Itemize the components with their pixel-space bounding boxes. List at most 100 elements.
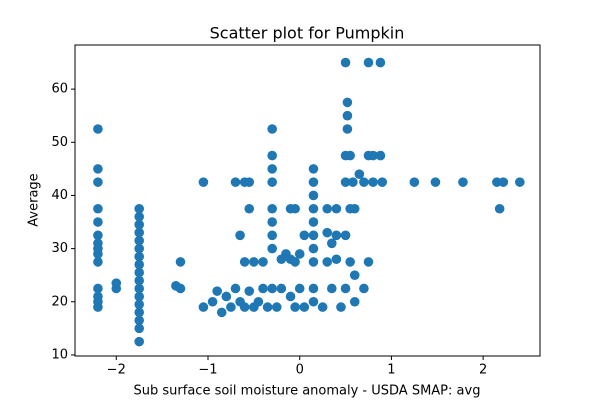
point: [377, 177, 388, 187]
point: [294, 249, 305, 259]
point: [336, 302, 346, 312]
point: [294, 283, 305, 294]
y-tick-label: 30: [51, 241, 68, 256]
point: [244, 177, 255, 187]
x-axis-label: Sub surface soil moisture anomaly - USDA…: [134, 384, 481, 399]
point: [308, 190, 319, 201]
point: [299, 230, 310, 241]
point: [134, 251, 145, 262]
point: [267, 203, 277, 214]
point: [134, 227, 145, 238]
point: [230, 283, 241, 294]
y-tick-label: 20: [51, 294, 68, 309]
point: [308, 283, 319, 294]
point: [322, 257, 333, 267]
y-tick-label: 60: [51, 82, 68, 97]
point: [134, 275, 145, 286]
point: [253, 296, 264, 307]
point: [267, 124, 277, 134]
point: [134, 315, 145, 326]
point: [171, 281, 181, 291]
point: [375, 150, 386, 161]
point: [430, 177, 441, 187]
point: [331, 254, 342, 265]
point: [258, 257, 268, 267]
point: [354, 169, 365, 179]
point: [494, 203, 505, 214]
point: [331, 203, 342, 214]
point: [340, 230, 351, 241]
point: [409, 177, 420, 187]
point: [134, 219, 145, 230]
point: [348, 177, 358, 187]
point: [134, 211, 145, 222]
point: [349, 296, 360, 307]
point: [134, 283, 145, 294]
point: [290, 257, 300, 267]
point: [368, 177, 378, 187]
point: [342, 124, 353, 134]
point: [134, 267, 145, 278]
point: [93, 217, 103, 227]
y-tick-label: 50: [51, 135, 68, 150]
x-tick-label: −2: [107, 363, 126, 378]
point: [331, 230, 342, 241]
point: [308, 177, 319, 187]
point: [258, 283, 268, 294]
point: [349, 203, 360, 214]
point: [244, 203, 255, 214]
plot-frame: [74, 44, 541, 357]
point: [230, 177, 241, 187]
point: [93, 291, 103, 302]
point: [342, 97, 353, 108]
chart-title: Scatter plot for Pumpkin: [210, 24, 405, 43]
point: [498, 177, 509, 187]
point: [93, 283, 103, 294]
y-tick-label: 40: [51, 188, 68, 203]
y-tick-label: 10: [51, 347, 68, 362]
point: [198, 302, 209, 312]
point: [235, 230, 245, 241]
x-tick-label: 2: [479, 363, 487, 378]
point: [249, 257, 259, 267]
point: [93, 177, 103, 187]
point: [308, 230, 319, 241]
point: [267, 164, 277, 174]
point: [322, 227, 333, 238]
point: [111, 278, 122, 288]
point: [134, 323, 145, 334]
point: [212, 286, 222, 296]
point: [134, 243, 145, 254]
point: [267, 177, 277, 187]
point: [363, 257, 374, 267]
point: [93, 124, 103, 134]
point: [276, 283, 287, 294]
point: [308, 164, 319, 174]
point: [93, 230, 103, 241]
point: [342, 110, 353, 121]
point: [359, 177, 369, 187]
point: [308, 296, 319, 307]
point: [93, 238, 103, 249]
point: [340, 57, 351, 68]
point: [368, 150, 378, 161]
point: [93, 257, 103, 267]
point: [267, 283, 277, 294]
point: [308, 257, 319, 267]
point: [308, 217, 319, 227]
point: [134, 336, 145, 347]
point: [244, 286, 255, 296]
x-tick-label: 1: [387, 363, 395, 378]
point: [271, 302, 282, 312]
point: [285, 291, 296, 302]
point: [290, 203, 300, 214]
point: [175, 257, 186, 267]
point: [327, 283, 337, 294]
point: [198, 177, 209, 187]
point: [134, 259, 145, 270]
point: [207, 296, 218, 307]
x-tick-label: −1: [198, 363, 217, 378]
point: [515, 177, 525, 187]
point: [262, 302, 273, 312]
point: [134, 307, 145, 318]
